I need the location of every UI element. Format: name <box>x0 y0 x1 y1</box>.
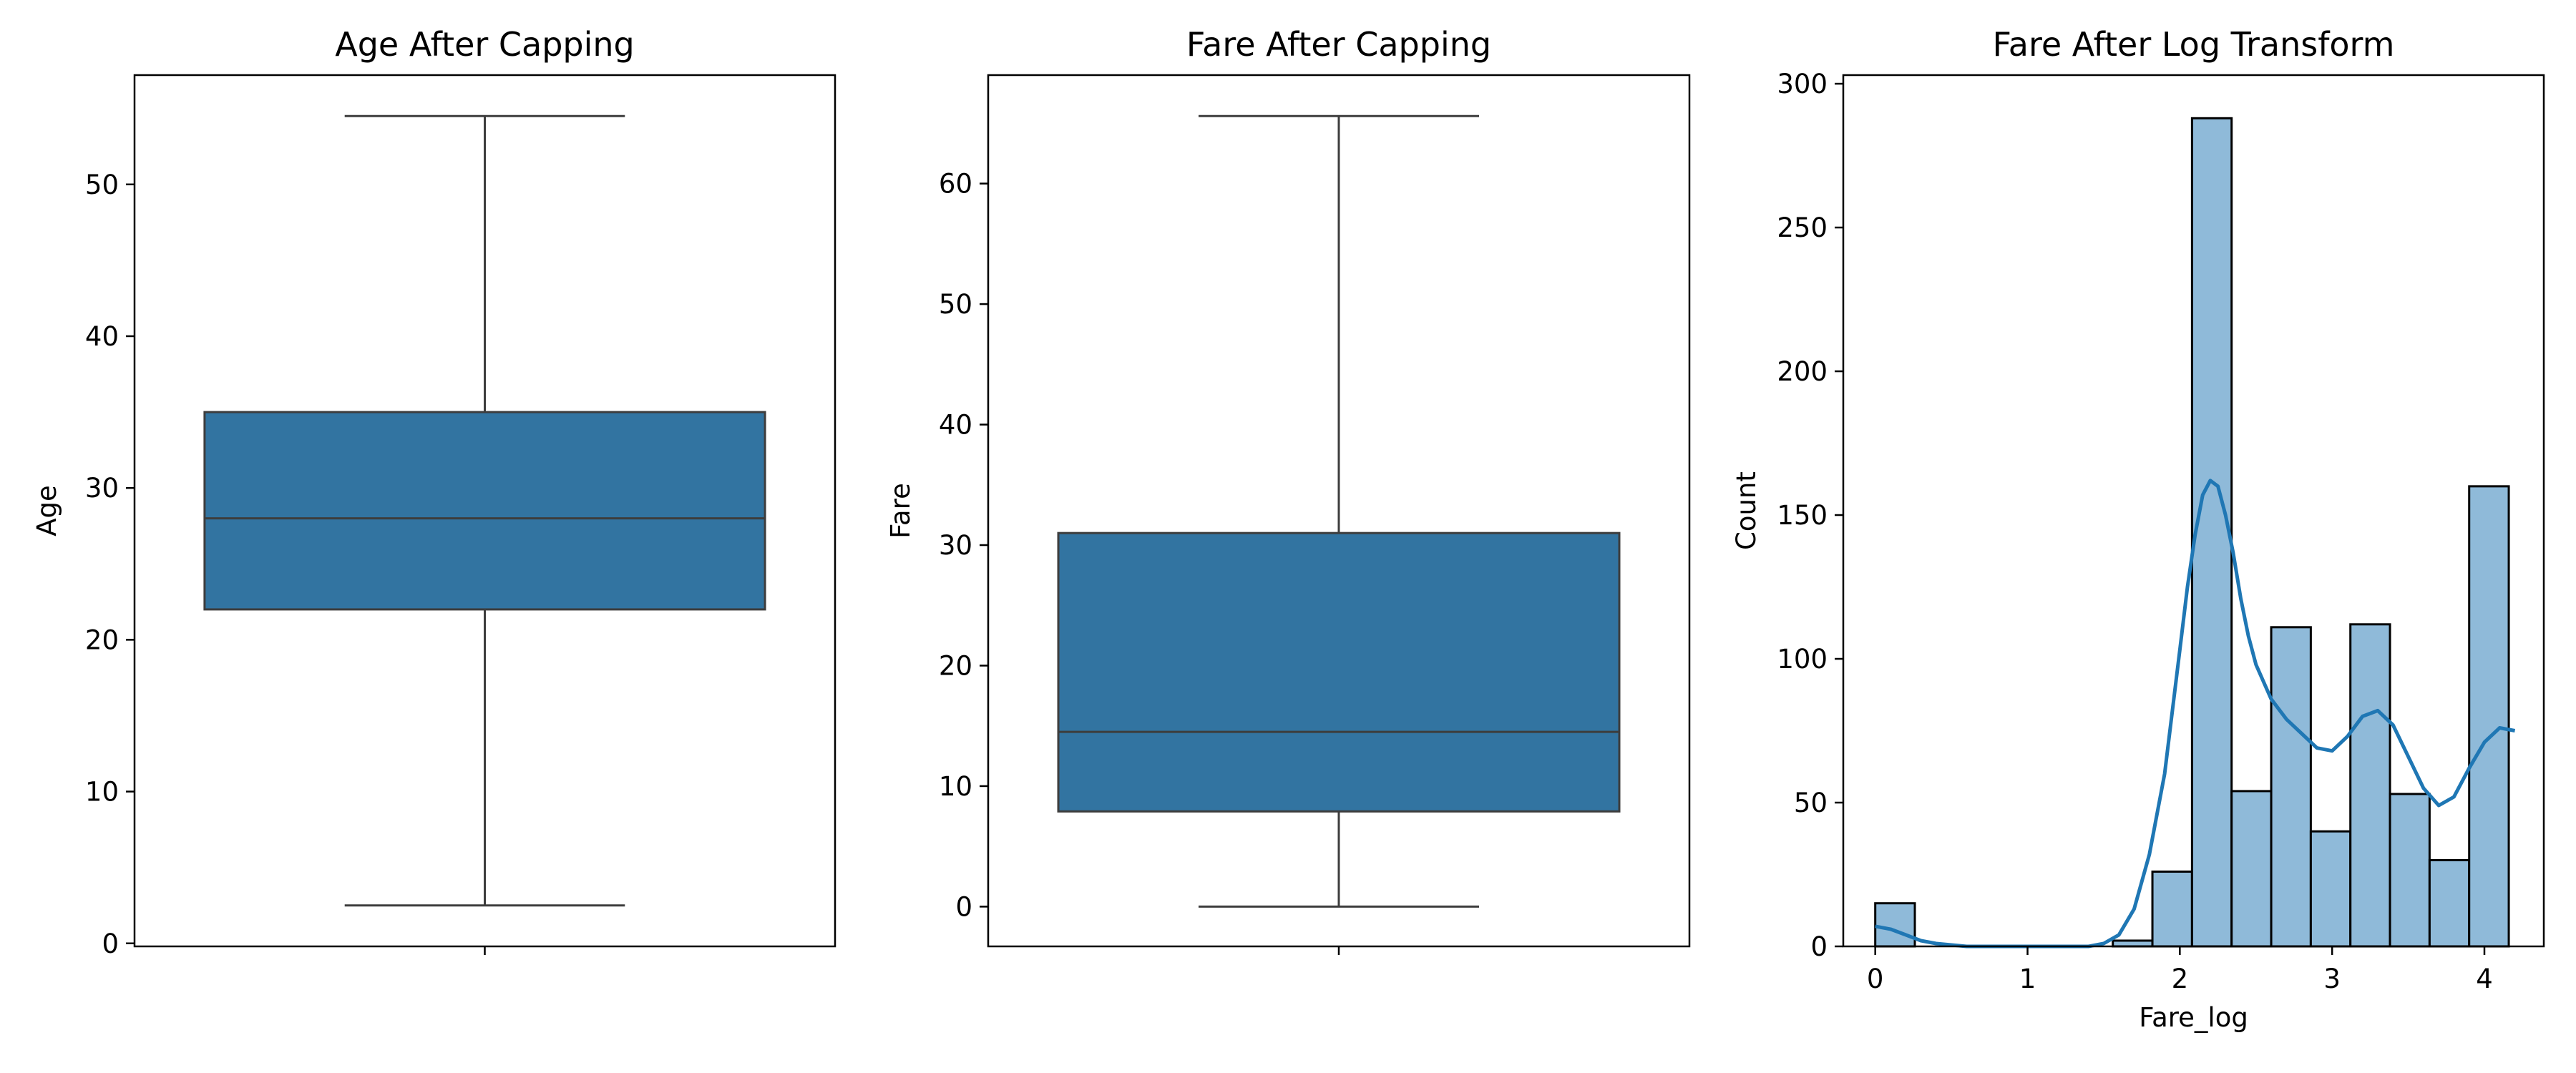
y-tick-label: 60 <box>939 169 972 200</box>
x-tick-label: 1 <box>2019 964 2036 994</box>
y-tick-label: 40 <box>939 410 972 441</box>
axes-frame <box>1842 74 2545 948</box>
y-tick-label: 50 <box>85 170 119 200</box>
x-tick-label: 2 <box>2172 964 2189 994</box>
chart-title: Fare After Log Transform <box>1993 25 2395 64</box>
chart-title: Age After Capping <box>335 25 635 64</box>
histogram-bar <box>1874 902 1916 948</box>
y-tick-label: 10 <box>939 771 972 802</box>
axes-frame <box>133 74 836 948</box>
x-tick-label: 4 <box>2476 964 2493 994</box>
histogram-bar <box>2270 626 2312 948</box>
y-tick-label: 50 <box>1794 788 1828 818</box>
y-tick-label: 30 <box>85 473 119 504</box>
iqr-box <box>203 411 766 611</box>
histogram-bar <box>2190 117 2233 948</box>
y-tick-label: 30 <box>939 530 972 561</box>
y-tick-label: 20 <box>939 650 972 681</box>
histogram-bar <box>2151 870 2193 948</box>
y-tick-label: 150 <box>1777 500 1828 531</box>
x-tick-label: 3 <box>2323 964 2341 994</box>
histogram-bar <box>2389 793 2431 948</box>
histogram-bar <box>2309 830 2352 948</box>
y-tick-label: 100 <box>1777 644 1828 675</box>
y-tick-label: 0 <box>102 929 119 959</box>
histogram-bar <box>2230 790 2273 948</box>
histogram-bar <box>2428 858 2471 948</box>
y-tick-label: 20 <box>85 624 119 655</box>
y-axis-label: Count <box>1731 471 1762 550</box>
y-tick-label: 50 <box>939 289 972 320</box>
fare-log-histogram-panel: 0 1 2 3 4 Fare_log 0 50 100 150 200 250 300 Fare Afte… <box>1731 25 2545 1033</box>
y-tick-label: 0 <box>1810 931 1828 962</box>
y-tick-label: 10 <box>85 777 119 808</box>
histogram-bar <box>2349 623 2391 948</box>
axes-frame <box>987 74 1691 948</box>
y-tick-label: 300 <box>1777 69 1828 99</box>
y-tick-label: 200 <box>1777 356 1828 387</box>
iqr-box <box>1057 531 1621 813</box>
y-axis-label: Fare <box>885 483 916 539</box>
y-tick-label: 40 <box>85 321 119 352</box>
x-axis-label: Fare_log <box>2139 1002 2248 1033</box>
chart-title: Fare After Capping <box>1186 25 1491 64</box>
fare-boxplot-panel: 0 10 20 30 40 50 60 Fare After Capping Fare <box>885 25 1691 955</box>
histogram-bar <box>2468 485 2510 948</box>
y-tick-label: 0 <box>955 891 972 922</box>
x-tick-label: 0 <box>1867 964 1884 994</box>
y-axis-label: Age <box>31 485 62 536</box>
y-tick-label: 250 <box>1777 212 1828 243</box>
age-boxplot-panel: 0 10 20 30 40 50 Age After Capping Age <box>31 25 836 959</box>
